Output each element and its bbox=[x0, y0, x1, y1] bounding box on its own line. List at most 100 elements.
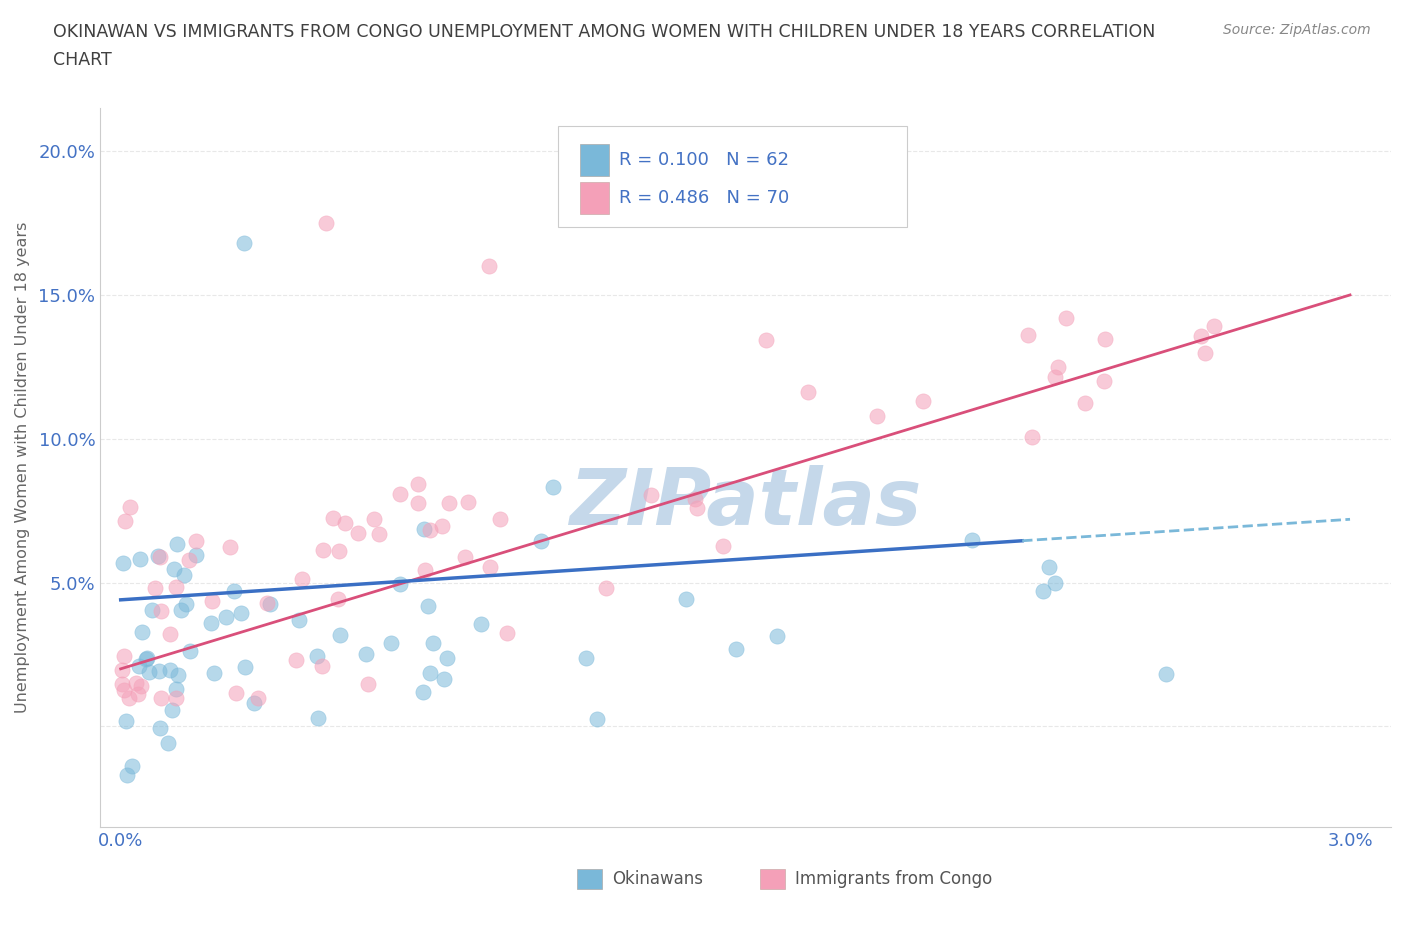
Point bbox=[128, 658, 150, 673]
Point bbox=[307, 648, 329, 663]
Point bbox=[1047, 359, 1070, 374]
Point bbox=[224, 584, 246, 599]
Point bbox=[322, 511, 344, 525]
Point bbox=[1032, 584, 1054, 599]
Point bbox=[115, 767, 138, 782]
Point bbox=[285, 653, 308, 668]
Text: CHART: CHART bbox=[53, 51, 112, 69]
Point bbox=[1043, 369, 1066, 384]
Point bbox=[162, 702, 184, 717]
Point bbox=[149, 604, 172, 618]
Point bbox=[685, 491, 707, 506]
Point bbox=[287, 612, 309, 627]
Point bbox=[219, 539, 242, 554]
Text: Immigrants from Congo: Immigrants from Congo bbox=[794, 870, 993, 888]
Point bbox=[711, 538, 734, 553]
Point bbox=[541, 480, 564, 495]
Point bbox=[388, 486, 411, 501]
Text: Source: ZipAtlas.com: Source: ZipAtlas.com bbox=[1223, 23, 1371, 37]
Point bbox=[150, 690, 173, 705]
Point bbox=[529, 533, 551, 548]
Point bbox=[312, 543, 335, 558]
Point bbox=[111, 676, 134, 691]
Point bbox=[233, 659, 256, 674]
Point bbox=[960, 533, 983, 548]
Point bbox=[479, 560, 502, 575]
Point bbox=[586, 711, 609, 726]
Point bbox=[436, 650, 458, 665]
Point bbox=[165, 579, 187, 594]
Point bbox=[243, 696, 266, 711]
Text: R = 0.486   N = 70: R = 0.486 N = 70 bbox=[619, 189, 789, 206]
Point bbox=[388, 577, 411, 591]
Point bbox=[115, 713, 138, 728]
Point bbox=[686, 500, 709, 515]
Point bbox=[380, 635, 402, 650]
Point bbox=[159, 627, 181, 642]
Point bbox=[143, 580, 166, 595]
Point bbox=[129, 551, 152, 566]
Point bbox=[184, 533, 207, 548]
Point bbox=[259, 596, 281, 611]
Point bbox=[166, 537, 188, 551]
Point bbox=[166, 667, 188, 682]
Point bbox=[315, 216, 337, 231]
Point bbox=[329, 628, 352, 643]
Point bbox=[114, 513, 136, 528]
Point bbox=[416, 599, 439, 614]
Point bbox=[1189, 328, 1212, 343]
Point bbox=[173, 568, 195, 583]
Point bbox=[1074, 395, 1097, 410]
Y-axis label: Unemployment Among Women with Children Under 18 years: Unemployment Among Women with Children U… bbox=[15, 222, 30, 713]
Point bbox=[412, 522, 434, 537]
Point bbox=[595, 580, 617, 595]
Point bbox=[202, 666, 225, 681]
Point bbox=[184, 548, 207, 563]
Point bbox=[406, 476, 429, 491]
Point bbox=[232, 235, 254, 250]
Point bbox=[136, 650, 159, 665]
Point bbox=[328, 544, 350, 559]
Point bbox=[419, 523, 441, 538]
Point bbox=[141, 603, 163, 618]
Point bbox=[307, 711, 329, 725]
Point bbox=[470, 617, 492, 631]
Point bbox=[148, 664, 170, 679]
Point bbox=[1021, 430, 1043, 445]
Point bbox=[1054, 311, 1077, 325]
Point bbox=[135, 652, 157, 667]
Point bbox=[165, 690, 187, 705]
Point bbox=[1094, 331, 1116, 346]
Point bbox=[347, 525, 370, 540]
Point bbox=[163, 562, 186, 577]
Text: OKINAWAN VS IMMIGRANTS FROM CONGO UNEMPLOYMENT AMONG WOMEN WITH CHILDREN UNDER 1: OKINAWAN VS IMMIGRANTS FROM CONGO UNEMPL… bbox=[53, 23, 1156, 41]
Point bbox=[866, 408, 889, 423]
Point bbox=[174, 597, 197, 612]
Point bbox=[406, 495, 429, 510]
Point bbox=[912, 393, 935, 408]
Point bbox=[129, 678, 152, 693]
Point bbox=[225, 685, 247, 700]
Point bbox=[457, 495, 479, 510]
Point bbox=[215, 609, 238, 624]
Point bbox=[1154, 667, 1177, 682]
Point bbox=[125, 675, 148, 690]
Point bbox=[755, 332, 778, 347]
Point bbox=[111, 662, 134, 677]
Point bbox=[437, 496, 460, 511]
Point bbox=[1043, 576, 1066, 591]
Point bbox=[159, 662, 181, 677]
Point bbox=[357, 677, 380, 692]
Point bbox=[121, 759, 143, 774]
Point bbox=[766, 629, 789, 644]
Point bbox=[149, 549, 172, 564]
Point bbox=[112, 648, 135, 663]
Point bbox=[165, 682, 187, 697]
Point bbox=[118, 499, 141, 514]
Point bbox=[724, 642, 747, 657]
Point bbox=[430, 519, 453, 534]
Point bbox=[127, 687, 149, 702]
Point bbox=[200, 616, 222, 631]
Point bbox=[146, 548, 169, 563]
Point bbox=[488, 512, 510, 526]
